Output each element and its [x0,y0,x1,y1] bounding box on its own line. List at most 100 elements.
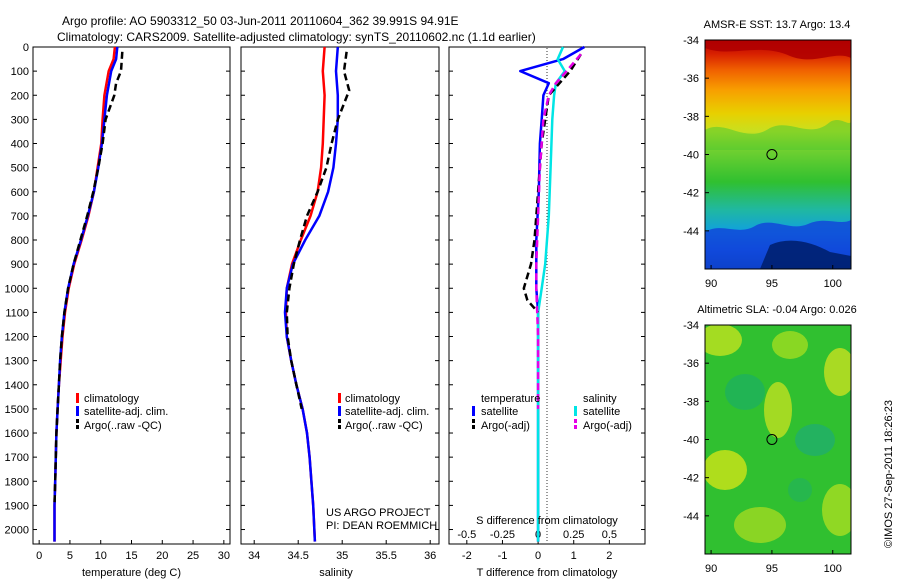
argo-float-marker [766,434,778,445]
x-tick-label: 34 [248,550,260,562]
sst-warm-band [705,40,851,60]
y-tick-label: 100 [11,66,29,78]
map-x-tick-label: 100 [824,563,842,575]
legend-swatch-argo-b [338,425,341,429]
legend-label-sal-argo: Argo(-adj) [583,420,632,432]
difference-ticks: -2 -1 0 1 2-0.5 -0.25 0 0.25 0.5 [449,46,645,562]
legend-swatch-climatology [76,393,79,403]
legend-label-satellite: satellite-adj. clim. [84,406,168,418]
y-tick-label: 800 [11,235,29,247]
legend-swatch-temp-argo-a [472,419,475,423]
map-y-tick-label: -44 [683,511,699,523]
y-tick-label: 0 [23,42,29,54]
salinity-axes-box [240,46,440,545]
difference-top-label: S difference from climatology [476,515,618,527]
sla-positive-blob [772,331,808,359]
map-y-tick-label: -40 [683,435,699,447]
x-tick-label: 34.5 [287,550,308,562]
y-tick-label: 300 [11,114,29,126]
s-tick-label: -0.5 [457,529,476,541]
y-tick-label: 900 [11,259,29,271]
sla-map-ticks: 90 95 100 -34 -36 -38 -40 -42 -44 [683,320,842,575]
s-tick-label: 0.5 [602,529,617,541]
x-tick-label: 36 [424,550,436,562]
legend-label-argo: Argo(..raw -QC) [345,420,423,432]
map-y-tick-label: -42 [683,188,699,200]
series-line-argo-raw-qc [53,51,124,506]
series-line-argo-raw-qc [285,51,351,410]
sla-map-panel: Altimetric SLA: -0.04 Argo: 0.026 90 95 10… [683,304,857,575]
sla-positive-blob [734,507,786,543]
legend-swatch-argo-a [338,419,341,423]
temperature-series [53,46,124,542]
salinity-xlabel: salinity [319,567,353,579]
x-tick-label: 2 [606,550,612,562]
x-tick-label: 35 [336,550,348,562]
y-tick-label: 200 [11,90,29,102]
salinity-series [283,46,351,542]
salinity-ticks: 34 34.5 35 35.5 36 [241,46,439,562]
x-tick-label: 35.5 [375,550,396,562]
map-y-tick-label: -44 [683,226,699,238]
imos-timestamp: ©IMOS 27-Sep-2011 18:26:23 [883,400,895,548]
y-tick-label: 1600 [5,428,29,440]
y-tick-label: 1000 [5,283,29,295]
map-y-tick-label: -38 [683,111,699,123]
difference-axes-box [448,46,646,545]
y-tick-label: 1500 [5,404,29,416]
y-tick-label: 700 [11,211,29,223]
difference-series [519,45,586,542]
series-line-satellite-adj-clim [283,46,340,542]
legend-label-climatology: climatology [345,393,401,405]
salinity-profile-panel: 34 34.5 35 35.5 36 salinity climatology sate… [240,46,440,579]
sla-positive-blob [705,450,747,490]
sla-anomaly-blobs [705,325,851,543]
map-x-tick-label: 90 [705,278,717,290]
x-tick-label: 5 [67,550,73,562]
s-tick-label: 0.25 [563,529,584,541]
sst-map-panel: AMSR-E SST: 13.7 Argo: 13.4 90 95 100 -34 -3… [683,19,852,290]
sla-positive-blob [764,382,792,438]
legend-swatch-climatology [338,393,341,403]
salinity-legend: climatology satellite-adj. clim. Argo(..… [338,393,429,432]
difference-profile-panel: -2 -1 0 1 2-0.5 -0.25 0 0.25 0.5 S difference fr… [448,45,646,579]
sla-negative-blob [788,478,812,502]
y-tick-label: 600 [11,187,29,199]
temperature-legend: climatology satellite-adj. clim. Argo(..… [76,393,168,432]
difference-xlabel: T difference from climatology [477,567,618,579]
x-tick-label: 30 [218,550,230,562]
legend-label-temp-satellite: satellite [481,406,518,418]
map-y-tick-label: -40 [683,150,699,162]
s-tick-label: -0.25 [490,529,515,541]
legend-swatch-sal-argo-a [574,419,577,423]
argo-float-marker [766,149,778,160]
project-credit: US ARGO PROJECT [326,507,431,519]
map-y-tick-label: -34 [683,35,699,47]
map-y-tick-label: -42 [683,473,699,485]
legend-swatch-temp-argo-b [472,425,475,429]
y-tick-label: 2000 [5,525,29,537]
x-tick-label: -1 [498,550,508,562]
y-tick-label: 1700 [5,452,29,464]
legend-label-argo: Argo(..raw -QC) [84,420,162,432]
map-x-tick-label: 90 [705,563,717,575]
temperature-axes-box [32,46,231,545]
temperature-xlabel: temperature (deg C) [82,567,181,579]
sst-coldest-patch [760,240,851,269]
figure-title-line1: Argo profile: AO 5903312_50 03-Jun-2011 … [62,14,459,28]
sla-positive-blob [824,348,851,396]
sla-negative-blob [795,424,835,456]
x-tick-label: -2 [462,550,472,562]
y-tick-label: 500 [11,163,29,175]
sla-positive-blob [822,484,851,536]
temperature-profile-panel: 0 5 10 15 20 25 300100200300400500600700800900… [5,42,231,579]
sla-positive-blob [705,325,742,356]
sst-front [705,120,851,150]
sst-map-title: AMSR-E SST: 13.7 Argo: 13.4 [704,19,851,31]
x-tick-label: 25 [187,550,199,562]
x-tick-label: 0 [535,550,541,562]
legend-swatch-satellite [338,406,341,416]
x-tick-label: 10 [95,550,107,562]
map-y-tick-label: -36 [683,73,699,85]
map-x-tick-label: 95 [766,563,778,575]
